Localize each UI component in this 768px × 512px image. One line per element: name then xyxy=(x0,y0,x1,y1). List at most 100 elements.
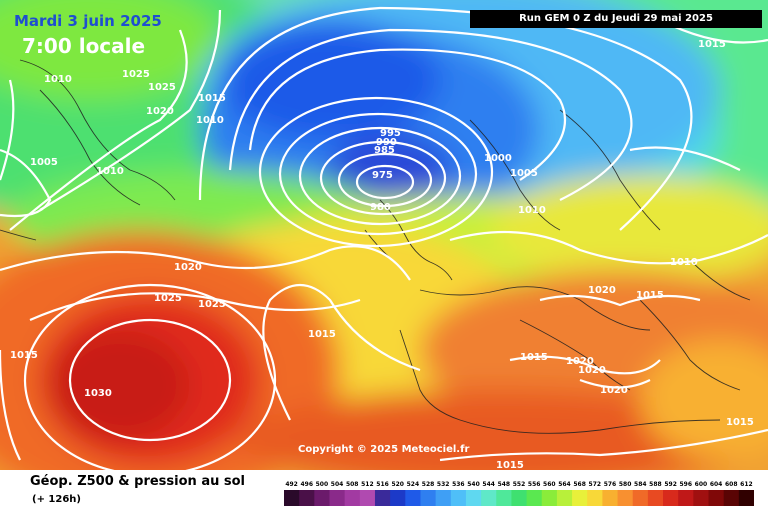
legend-color-swatch xyxy=(299,490,315,506)
isobar-label: 1020 xyxy=(174,262,202,273)
legend-value-label: 536 xyxy=(452,481,465,488)
legend-color-swatch xyxy=(617,490,634,506)
isobar-label: 1015 xyxy=(308,329,336,340)
legend-color-swatch xyxy=(329,490,346,506)
isobar-label: 1015 xyxy=(636,290,664,301)
legend-color-swatch xyxy=(693,490,710,506)
isobar-label: 1010 xyxy=(96,166,124,177)
isobar-label: 975 xyxy=(372,170,393,181)
isobar-label: 1020 xyxy=(588,285,616,296)
legend-color-swatch xyxy=(420,490,437,506)
isobar-label: 1000 xyxy=(484,153,512,164)
isobar-label: 990 xyxy=(376,137,397,148)
legend-value-label: 576 xyxy=(604,481,617,488)
legend-color-swatch xyxy=(359,490,376,506)
isobar-label: 1020 xyxy=(566,356,594,367)
chart-title: Géop. Z500 & pression au sol xyxy=(30,474,245,489)
legend-value-label: 516 xyxy=(376,481,389,488)
legend-value-label: 504 xyxy=(331,481,344,488)
legend-color-swatch xyxy=(390,490,406,506)
isobar-label: 1015 xyxy=(496,460,524,470)
isobar-labels: 1010 1025 1025 1020 1015 1010 1005 1010 … xyxy=(10,39,754,470)
isobar-label: 985 xyxy=(374,145,395,156)
legend-value-label: 584 xyxy=(634,481,647,488)
isobar-label: 1030 xyxy=(84,388,112,399)
legend-color-swatch xyxy=(465,490,482,506)
legend-color-swatch xyxy=(678,490,694,506)
legend-value-label: 564 xyxy=(558,481,571,488)
legend-value-label: 540 xyxy=(467,481,480,488)
legend-color-swatch xyxy=(602,490,619,506)
legend-color-swatch xyxy=(541,490,558,506)
isobar-label: 1005 xyxy=(30,157,58,168)
legend-value-label: 544 xyxy=(482,481,495,488)
isobar-label: 1015 xyxy=(726,417,754,428)
legend-color-swatch xyxy=(450,490,467,506)
legend-value-label: 596 xyxy=(680,481,693,488)
legend-color-swatch xyxy=(374,490,391,506)
isobar-label: 1015 xyxy=(698,39,726,50)
legend-value-label: 552 xyxy=(513,481,526,488)
legend-color-swatch xyxy=(511,490,528,506)
forecast-time: 7:00 locale xyxy=(22,34,146,58)
legend-value-label: 508 xyxy=(346,481,359,488)
legend-value-label: 512 xyxy=(361,481,374,488)
legend-color-swatch xyxy=(344,490,361,506)
isobar-label: 1010 xyxy=(196,115,224,126)
legend-color-swatch xyxy=(708,490,725,506)
legend-color-swatch xyxy=(647,490,664,506)
legend-value-label: 532 xyxy=(437,481,450,488)
weather-map: 1010 1025 1025 1020 1015 1010 1005 1010 … xyxy=(0,0,768,470)
legend-value-label: 608 xyxy=(725,481,738,488)
legend-value-label: 592 xyxy=(664,481,677,488)
isobar-label: 1015 xyxy=(198,93,226,104)
legend-color-swatch xyxy=(632,490,649,506)
isobar-label: 1015 xyxy=(10,350,38,361)
legend-value-label: 560 xyxy=(543,481,556,488)
legend-value-label: 580 xyxy=(619,481,632,488)
legend-value-label: 520 xyxy=(391,481,404,488)
isobar-label: 1025 xyxy=(198,299,226,310)
isobar-label: 980 xyxy=(370,202,391,213)
legend-color-swatch xyxy=(481,490,497,506)
legend-color-swatch xyxy=(663,490,679,506)
isobar-label: 1010 xyxy=(44,74,72,85)
legend-value-label: 524 xyxy=(407,481,420,488)
isobar-label: 1010 xyxy=(670,257,698,268)
isobar-label: 1025 xyxy=(148,82,176,93)
legend-color-swatch xyxy=(405,490,421,506)
forecast-range: (+ 126h) xyxy=(32,494,81,505)
run-info-banner: Run GEM 0 Z du Jeudi 29 mai 2025 xyxy=(470,10,762,28)
isobar-label: 1025 xyxy=(154,293,182,304)
legend-color-swatch xyxy=(572,490,588,506)
isobar-label: 1015 xyxy=(520,352,548,363)
legend-value-label: 588 xyxy=(649,481,662,488)
isobar-label: 1020 xyxy=(146,106,174,117)
legend-color-swatch xyxy=(496,490,512,506)
isobar-label: 1020 xyxy=(600,385,628,396)
legend-color-swatch xyxy=(526,490,543,506)
legend-value-label: 496 xyxy=(300,481,313,488)
legend-color-swatch xyxy=(284,490,300,506)
legend-color-swatch xyxy=(738,490,754,506)
copyright-text: Copyright © 2025 Meteociel.fr xyxy=(298,444,470,455)
legend-value-label: 600 xyxy=(695,481,708,488)
legend-value-label: 556 xyxy=(528,481,541,488)
legend-color-swatch xyxy=(723,490,740,506)
legend-color-swatch xyxy=(435,490,452,506)
isobar-label: 1005 xyxy=(510,168,538,179)
color-scale-legend: 492 496 500 504 508 512 516 520 524 528 532 536 540 5… xyxy=(284,481,754,506)
forecast-date: Mardi 3 juin 2025 xyxy=(14,12,162,30)
legend-value-label: 548 xyxy=(498,481,511,488)
geopotential-field xyxy=(0,0,768,470)
legend-value-label: 612 xyxy=(740,481,753,488)
legend-color-swatch xyxy=(556,490,573,506)
legend-color-swatch xyxy=(314,490,330,506)
isobar-label: 995 xyxy=(380,128,401,139)
isobar-label: 1025 xyxy=(122,69,150,80)
legend-value-label: 568 xyxy=(573,481,586,488)
legend-value-label: 572 xyxy=(589,481,602,488)
isobar-label: 1010 xyxy=(518,205,546,216)
legend-value-label: 604 xyxy=(710,481,723,488)
